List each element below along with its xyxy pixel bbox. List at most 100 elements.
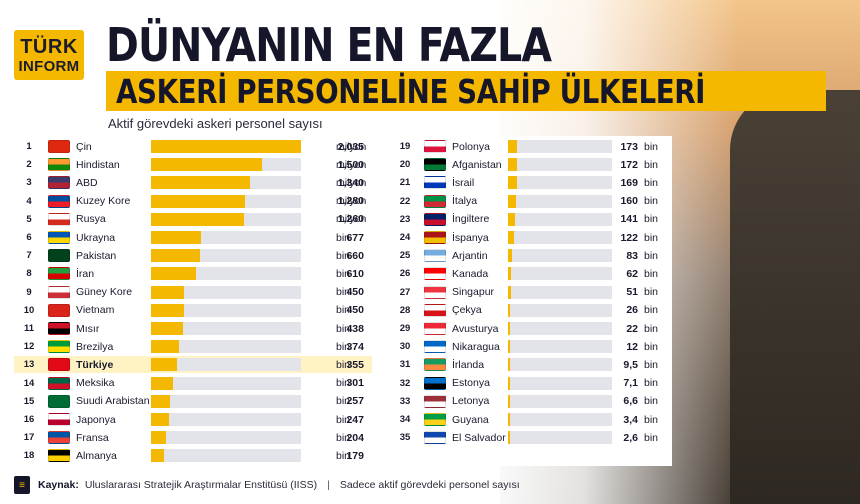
value-label: 173 [620,140,638,153]
rank-label: 3 [26,177,32,189]
bar [508,212,516,226]
rank-label: 29 [399,323,411,334]
rank-label: 16 [23,414,35,425]
chart-row: 26 Kanada 62 bin [390,265,670,282]
rank-label: 14 [23,377,35,389]
bar-track [508,285,612,299]
bar-track [508,231,612,244]
value-label: 450 [346,286,364,299]
unit-label: bin [336,431,351,444]
czechia-flag [424,303,446,317]
country-label: İran [76,267,95,280]
page-title-line1: DÜNYANIN EN FAZLA [106,18,552,72]
value-label: 169 [620,176,638,189]
unit-label: bin [644,176,659,189]
bar [151,249,200,263]
bar-track [508,158,612,172]
rank-label: 22 [399,195,411,207]
bar-track [151,413,301,426]
unit-label: milyon [336,195,367,208]
unit-label: bin [644,340,659,353]
source-text: Uluslararası Stratejik Araştırmalar Enst… [84,479,318,491]
chart-row: 6 Ukrayna 677 bin [14,229,372,246]
bar-track [151,322,301,335]
chart-row: 15 Suudi Arabistan 257 bin [14,393,372,410]
logo-line1: TÜRK [20,35,78,58]
country-label: Türkiye [76,358,114,371]
country-label: ABD [76,176,98,189]
bar-track [508,303,612,317]
chart-row: 2 Hindistan 1,500 milyon [14,156,372,173]
bar-track [508,212,612,226]
country-label: Ukrayna [76,231,116,244]
document-icon: ≡ [14,476,30,494]
chart-row: 31 İrlanda 9,5 bin [390,356,670,373]
page-title-line2: ASKERİ PERSONELİNE SAHİP ÜLKELERİ [116,71,706,111]
country-label: Güney Kore [76,286,133,299]
rank-label: 34 [399,414,411,425]
bar [151,413,170,426]
bar-track [508,431,612,445]
value-label: 6,6 [623,395,638,408]
bar-track [151,158,301,172]
chart-row: 28 Çekya 26 bin [390,302,670,319]
chart-row: 11 Mısır 438 bin [14,320,372,337]
value-label: 1,500 [337,158,364,171]
unit-label: bin [336,340,351,353]
argentina-flag [424,249,446,263]
rank-label: 27 [399,286,411,298]
value-label: 22 [626,322,638,335]
bar [508,285,511,299]
chart-row: 29 Avusturya 22 bin [390,320,670,337]
bar [151,140,301,153]
vietnam-flag [48,303,70,317]
rank-label: 28 [399,304,411,316]
unit-label: bin [336,304,351,317]
value-label: 660 [346,249,364,262]
unit-label: bin [336,286,351,299]
country-label: Brezilya [76,340,114,353]
bar [508,158,517,172]
saudi-arabia-flag [48,394,70,408]
chart-panel-right: 19 Polonya 173 bin 20 Afganistan 172 bin 21 İsrai… [390,136,672,466]
value-label: 62 [626,267,638,280]
footer-note: Sadece aktif görevdeki personel sayısı [339,479,520,491]
chart-row: 19 Polonya 173 bin [390,138,670,155]
bar [151,231,201,244]
unit-label: bin [336,267,351,280]
india-flag [48,158,70,172]
chart-row: 20 Afganistan 172 bin [390,156,670,173]
rank-label: 26 [399,268,411,280]
chart-subtitle: Aktif görevdeki askeri personel sayısı [108,116,323,131]
value-label: 141 [620,213,638,226]
bar [151,358,178,372]
poland-flag [424,140,446,153]
bar [151,431,167,445]
bar-track [151,231,301,244]
rank-label: 15 [23,395,35,407]
value-label: 122 [620,231,638,244]
austria-flag [424,322,446,335]
chart-row: 13 Türkiye 355 bin [14,356,372,374]
rank-label: 6 [26,232,32,243]
unit-label: milyon [336,140,367,153]
value-label: 172 [620,158,638,171]
country-label: İspanya [452,231,489,244]
chart-row: 35 El Salvador 2,6 bin [390,429,670,446]
unit-label: bin [336,377,351,390]
bar [508,267,512,281]
country-label: El Salvador [452,431,506,444]
chart-row: 24 İspanya 122 bin [390,229,670,246]
chart-row: 23 İngiltere 141 bin [390,211,670,228]
unit-label: milyon [336,213,367,226]
rank-label: 35 [399,432,411,444]
bar [508,140,517,153]
chart-row: 10 Vietnam 450 bin [14,302,372,319]
country-label: Avusturya [452,322,499,335]
bar-track [151,267,301,281]
country-label: Çin [76,140,92,153]
bar [151,449,165,463]
nicaragua-flag [424,340,446,354]
chart-row: 5 Rusya 1,260 milyon [14,211,372,228]
north-korea-flag [48,194,70,208]
